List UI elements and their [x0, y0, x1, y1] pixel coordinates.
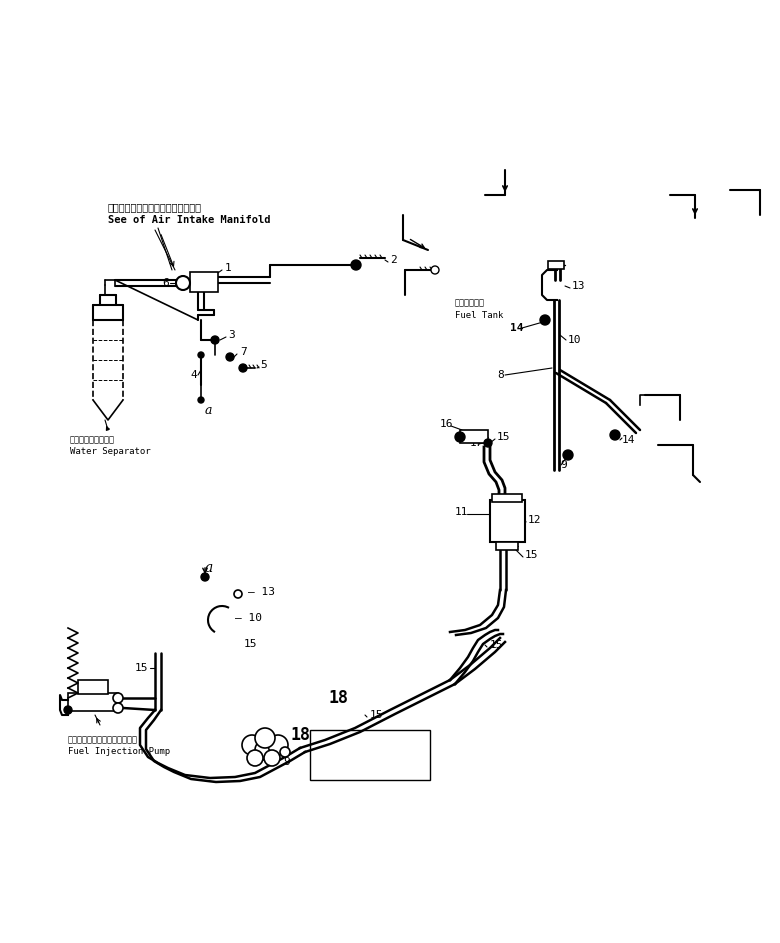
Bar — [460, 430, 488, 443]
Circle shape — [201, 573, 209, 581]
Text: 13: 13 — [572, 281, 586, 291]
Text: 1: 1 — [225, 263, 232, 273]
Text: 15: 15 — [244, 639, 257, 649]
Circle shape — [563, 450, 573, 460]
Text: 15: 15 — [135, 663, 148, 673]
Circle shape — [113, 693, 123, 703]
Text: ウォータセパレータ: ウォータセパレータ — [70, 436, 115, 444]
Text: エアーインテイクマニホールド参照: エアーインテイクマニホールド参照 — [108, 202, 202, 212]
Circle shape — [198, 397, 204, 403]
Text: 18: 18 — [290, 726, 310, 744]
Bar — [190, 272, 218, 292]
Text: 12: 12 — [528, 515, 541, 525]
Text: 6: 6 — [162, 278, 168, 288]
Text: 18: 18 — [328, 689, 348, 707]
Text: 9: 9 — [560, 460, 567, 470]
Text: 15: 15 — [525, 550, 538, 560]
Circle shape — [226, 353, 234, 361]
Text: — 10: — 10 — [235, 613, 262, 623]
Text: 14: 14 — [510, 323, 523, 333]
Text: 11: 11 — [455, 507, 469, 517]
Text: 2: 2 — [390, 255, 397, 265]
Text: — 13: — 13 — [248, 587, 275, 597]
Circle shape — [280, 747, 290, 757]
Circle shape — [242, 735, 262, 755]
Bar — [496, 542, 518, 550]
Bar — [492, 494, 522, 502]
Circle shape — [239, 364, 247, 372]
Circle shape — [268, 735, 288, 755]
Text: 8: 8 — [497, 370, 504, 380]
Circle shape — [484, 439, 492, 447]
Bar — [548, 261, 564, 269]
Text: Water Separator: Water Separator — [70, 448, 151, 456]
Circle shape — [255, 728, 275, 748]
Circle shape — [176, 276, 190, 290]
Text: 15: 15 — [497, 432, 510, 442]
Bar — [490, 500, 525, 542]
Circle shape — [255, 740, 275, 760]
Text: Fuel Tank: Fuel Tank — [455, 310, 503, 320]
Circle shape — [64, 706, 72, 714]
Text: 16: 16 — [440, 419, 453, 429]
Text: 7: 7 — [240, 347, 246, 357]
Text: 14: 14 — [622, 435, 636, 445]
Circle shape — [211, 336, 219, 344]
Circle shape — [610, 430, 620, 440]
Text: フェルタンク: フェルタンク — [455, 299, 485, 307]
Circle shape — [113, 703, 123, 713]
Text: a: a — [205, 561, 213, 575]
Text: 3: 3 — [228, 330, 235, 340]
Circle shape — [351, 260, 361, 270]
Text: Fuel Injection Pump: Fuel Injection Pump — [68, 748, 170, 756]
Text: 17: 17 — [470, 438, 484, 448]
Circle shape — [198, 352, 204, 358]
Bar — [310, 730, 430, 780]
Text: 5: 5 — [260, 360, 267, 370]
Text: 9: 9 — [283, 757, 289, 767]
Text: 15: 15 — [370, 710, 384, 720]
Circle shape — [540, 315, 550, 325]
Text: See of Air Intake Manifold: See of Air Intake Manifold — [108, 215, 271, 225]
Bar — [68, 693, 118, 711]
Bar — [78, 680, 108, 694]
Text: a: a — [205, 404, 212, 417]
Text: フェルインジェクションポンプ: フェルインジェクションポンプ — [68, 736, 138, 745]
Text: 4: 4 — [190, 370, 197, 380]
Text: 15: 15 — [490, 640, 504, 650]
Circle shape — [247, 750, 263, 766]
Circle shape — [264, 750, 280, 766]
Circle shape — [431, 266, 439, 274]
Circle shape — [234, 590, 242, 598]
Circle shape — [455, 432, 465, 442]
Text: 10: 10 — [568, 335, 582, 345]
